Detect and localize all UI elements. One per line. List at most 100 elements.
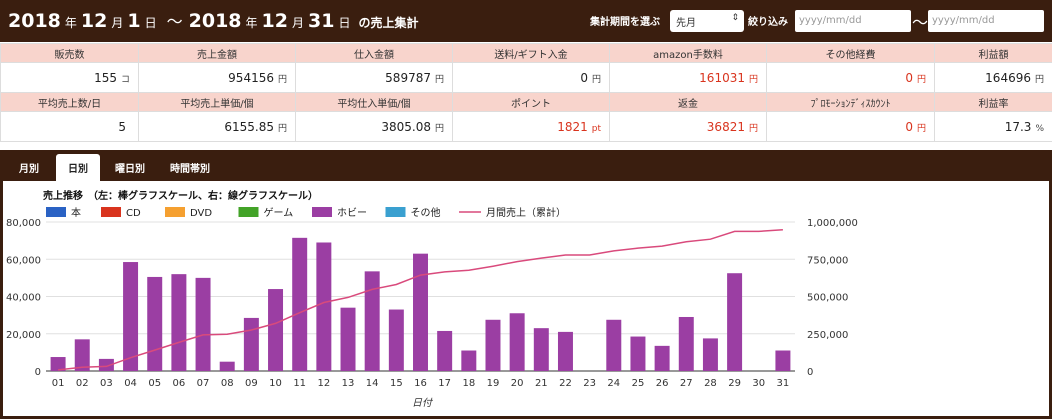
year-end: 2018 [189, 10, 242, 32]
header-bar: 2018 年 12 月 1 日 ～ 2018 年 12 月 31 日 の売上集計… [0, 0, 1052, 42]
summary-header-cell: 平均売上単価/個 [139, 93, 296, 112]
period-select[interactable]: 先月 ⇕ [670, 10, 744, 32]
x-tick-label: 31 [777, 378, 790, 389]
select-arrows-icon: ⇕ [731, 13, 739, 23]
value-text: 6155.85 [224, 120, 274, 134]
bar [147, 277, 162, 371]
legend-label: CD [126, 208, 141, 219]
bar [703, 338, 718, 371]
year-start: 2018 [8, 10, 61, 32]
legend-swatch [386, 207, 406, 217]
summary-header-row: 平均売上数/日 平均売上単価/個 平均仕入単価/個 ポイント 返金 ﾌﾟﾛﾓｰｼ… [1, 93, 1052, 112]
x-tick-label: 20 [511, 378, 524, 389]
title-suffix: の売上集計 [358, 14, 418, 31]
value-unit: 円 [435, 124, 444, 134]
bar [389, 310, 404, 371]
summary-value-cell: 6155.85 円 [139, 112, 296, 142]
bar [220, 362, 235, 371]
summary-header-row: 販売数 売上金額 仕入金額 送料/ギフト入金 amazon手数料 その他経費 利… [1, 44, 1052, 63]
value-unit: pt [592, 124, 601, 134]
legend-label: 本 [71, 206, 81, 219]
y2-tick-label: 1,000,000 [807, 218, 858, 229]
summary-table: 販売数 売上金額 仕入金額 送料/ギフト入金 amazon手数料 その他経費 利… [0, 43, 1052, 142]
bar [365, 271, 380, 371]
summary-header-cell: 仕入金額 [296, 44, 453, 63]
y2-tick-label: 250,000 [807, 330, 848, 341]
date-to-input[interactable]: yyyy/mm/dd [928, 10, 1044, 32]
x-tick-label: 24 [607, 378, 620, 389]
tab-daily[interactable]: 日別 [56, 154, 100, 181]
legend-swatch [46, 207, 66, 217]
summary-header-cell: 利益率 [935, 93, 1052, 112]
day-end: 31 [308, 10, 334, 32]
bar [510, 313, 525, 371]
value-unit: 円 [1035, 75, 1044, 85]
x-tick-label: 14 [366, 378, 379, 389]
value-text: 0 [905, 120, 913, 134]
value-text: 0 [580, 71, 588, 85]
day-suffix: 日 [145, 14, 157, 31]
period-select-value: 先月 [676, 18, 696, 29]
legend-label: ホビー [337, 207, 367, 219]
tab-monthly[interactable]: 月別 [8, 150, 50, 181]
bar [679, 317, 694, 371]
value-text: 164696 [985, 71, 1031, 85]
period-label: 集計期間を選ぶ [590, 13, 660, 28]
bar [655, 346, 670, 371]
tab-hourly[interactable]: 時間帯別 [160, 150, 220, 181]
x-tick-label: 11 [293, 378, 306, 389]
tab-bar: 月別 日別 曜日別 時間帯別 [0, 150, 1052, 181]
x-tick-label: 01 [52, 378, 65, 389]
value-text: 0 [905, 71, 913, 85]
x-tick-label: 28 [704, 378, 717, 389]
bar [606, 320, 621, 371]
summary-value-cell: 5 [1, 112, 139, 142]
summary-header-cell: 利益額 [935, 44, 1052, 63]
bar [171, 274, 186, 371]
x-tick-label: 25 [632, 378, 645, 389]
summary-header-cell: 送料/ギフト入金 [453, 44, 610, 63]
year-suffix: 年 [246, 14, 258, 31]
bar [727, 273, 742, 371]
x-tick-label: 07 [197, 378, 210, 389]
date-from-input[interactable]: yyyy/mm/dd [795, 10, 911, 32]
x-tick-label: 19 [487, 378, 500, 389]
tab-weekday[interactable]: 曜日別 [106, 150, 154, 181]
summary-header-cell: ポイント [453, 93, 610, 112]
x-tick-label: 21 [535, 378, 548, 389]
summary-header-cell: 販売数 [1, 44, 139, 63]
value-unit: % [1035, 124, 1044, 134]
value-text: 5 [118, 120, 126, 134]
x-tick-label: 16 [414, 378, 427, 389]
value-unit: 円 [917, 124, 926, 134]
bar [292, 238, 307, 371]
x-tick-label: 17 [438, 378, 451, 389]
value-text: 36821 [707, 120, 745, 134]
x-tick-label: 06 [173, 378, 186, 389]
bar [461, 351, 476, 371]
day-start: 1 [127, 10, 140, 32]
range-tilde: ～ [167, 8, 183, 32]
bar [341, 308, 356, 371]
page-title: 2018 年 12 月 1 日 ～ 2018 年 12 月 31 日 の売上集計 [8, 8, 419, 32]
x-tick-label: 15 [390, 378, 403, 389]
x-tick-label: 18 [462, 378, 475, 389]
value-unit: 円 [278, 75, 287, 85]
x-tick-label: 10 [269, 378, 282, 389]
value-unit: 円 [278, 124, 287, 134]
bar [775, 351, 790, 371]
value-unit: 円 [749, 75, 758, 85]
value-unit: 円 [592, 75, 601, 85]
summary-header-cell: 平均売上数/日 [1, 93, 139, 112]
value-text: 17.3 [1005, 120, 1032, 134]
x-tick-label: 23 [583, 378, 596, 389]
